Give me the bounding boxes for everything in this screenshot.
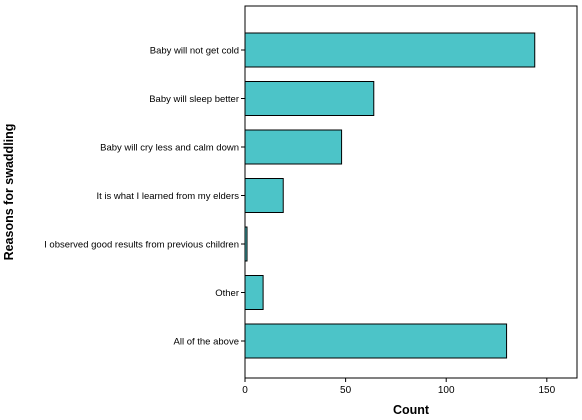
x-tick-label: 100 [438,385,455,396]
x-tick-label: 50 [340,385,352,396]
bar [244,32,536,68]
y-tick-label: Baby will cry less and calm down [100,143,239,154]
y-axis-title: Reasons for swaddling [2,124,16,261]
bar [244,323,508,359]
x-tick-label: 0 [242,385,248,396]
y-tick-label: Baby will not get cold [150,46,239,57]
bar [244,81,375,116]
y-tick-label: It is what I learned from my elders [96,191,239,202]
bar [244,275,264,310]
bar [244,129,343,165]
x-axis-title: Count [393,403,430,417]
y-tick-label: All of the above [174,337,240,348]
y-tick-label: Other [215,288,239,299]
y-tick-label: I observed good results from previous ch… [44,240,239,251]
bar [244,178,284,213]
y-tick-label: Baby will sleep better [149,94,239,105]
x-tick-label: 150 [538,385,555,396]
bar [244,226,248,262]
